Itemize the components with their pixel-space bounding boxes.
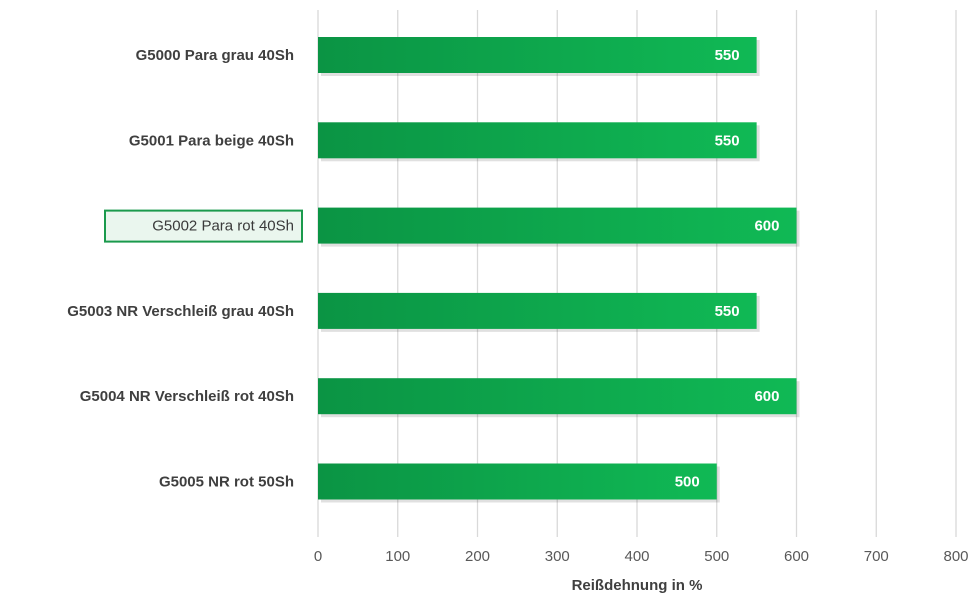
bar: [318, 37, 757, 73]
bar: [318, 122, 757, 159]
x-tick-label: 800: [943, 548, 968, 565]
category-label: G5001 Para beige 40Sh: [129, 132, 294, 149]
x-tick-label: 100: [385, 548, 410, 565]
x-axis-tick-labels: 0 100 200 300 400 500 600 700 800: [314, 548, 969, 565]
bar-value-label: 600: [754, 218, 779, 235]
gridlines: [317, 10, 957, 537]
bar: [318, 378, 797, 415]
category-labels: G5000 Para grau 40Sh G5001 Para beige 40S…: [67, 47, 303, 491]
x-axis-title: Reißdehnung in %: [572, 577, 703, 594]
x-tick-label: 500: [704, 548, 729, 565]
bar: [318, 207, 797, 244]
bar: [318, 463, 717, 500]
x-tick-label: 300: [545, 548, 570, 565]
bar-value-label: 550: [715, 47, 740, 64]
category-label: G5002 Para rot 40Sh: [152, 218, 294, 235]
bar-value-label: 500: [675, 474, 700, 491]
bar-value-label: 600: [754, 388, 779, 405]
bar-value-label: 550: [715, 303, 740, 320]
category-label: G5000 Para grau 40Sh: [136, 47, 294, 64]
bars: 550 550 600 550 600 500: [318, 37, 800, 503]
x-tick-label: 700: [864, 548, 889, 565]
x-tick-label: 0: [314, 548, 322, 565]
x-tick-label: 600: [784, 548, 809, 565]
category-label: G5003 NR Verschleiß grau 40Sh: [67, 303, 294, 320]
bar: [318, 292, 757, 329]
highlighted-category-box: [104, 209, 303, 243]
bar-value-label: 550: [715, 132, 740, 149]
category-label: G5005 NR rot 50Sh: [159, 474, 294, 491]
category-label: G5004 NR Verschleiß rot 40Sh: [80, 388, 294, 405]
x-tick-label: 400: [624, 548, 649, 565]
x-tick-label: 200: [465, 548, 490, 565]
